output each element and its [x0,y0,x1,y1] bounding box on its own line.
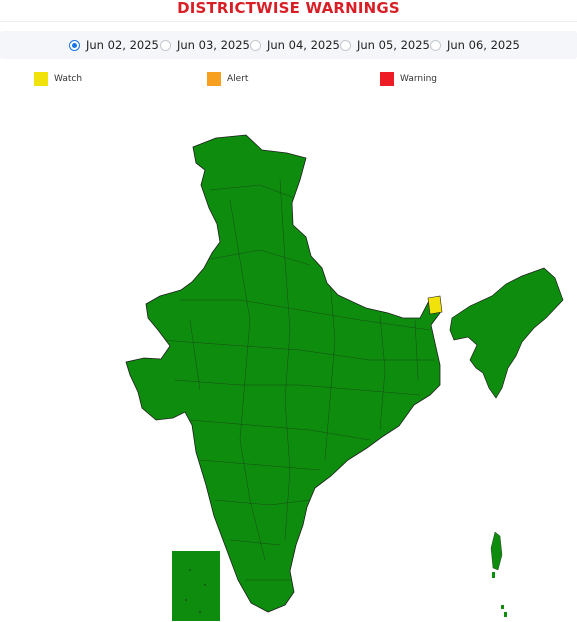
date-option-5[interactable]: Jun 06, 2025 [430,31,520,59]
legend-label: Watch [54,74,83,84]
legend-watch: Watch [34,72,82,86]
date-option-1[interactable]: Jun 02, 2025 [69,31,159,59]
legend-swatch-watch [34,72,48,86]
radio-selected-icon[interactable] [69,39,80,51]
region-sikkim[interactable] [427,295,443,315]
andaman-nicobar-islands [490,531,507,617]
date-option-4[interactable]: Jun 05, 2025 [340,31,430,59]
date-label: Jun 04, 2025 [267,38,340,52]
legend-swatch-warning [380,72,394,86]
northeast-outline [449,267,564,399]
legend-alert: Alert [207,72,248,86]
radio-icon[interactable] [340,39,351,51]
radio-icon[interactable] [430,39,441,51]
date-selector: Jun 02, 2025 Jun 03, 2025 Jun 04, 2025 J… [0,31,577,59]
legend-label: Warning [400,74,438,84]
date-label: Jun 02, 2025 [86,38,159,52]
legend-warning: Warning [380,72,437,86]
date-option-3[interactable]: Jun 04, 2025 [250,31,340,59]
date-label: Jun 03, 2025 [177,38,250,52]
legend-swatch-alert [207,72,221,86]
andaman-islands[interactable] [490,531,503,571]
date-label: Jun 05, 2025 [357,38,430,52]
lakshadweep-islands [185,569,206,613]
title-divider [0,21,577,22]
island-3[interactable] [504,612,507,617]
legend-label: Alert [227,74,249,84]
mainland-outline [125,134,441,613]
island-1[interactable] [492,572,495,578]
india-district-map[interactable] [0,96,577,622]
radio-icon[interactable] [250,39,261,51]
lakshadweep-inset[interactable] [172,551,220,621]
radio-icon[interactable] [160,39,171,51]
date-label: Jun 06, 2025 [447,38,520,52]
district-boundaries [159,179,435,581]
page-title: DISTRICTWISE WARNINGS [177,0,400,17]
island-2[interactable] [501,605,504,609]
date-option-2[interactable]: Jun 03, 2025 [160,31,250,59]
